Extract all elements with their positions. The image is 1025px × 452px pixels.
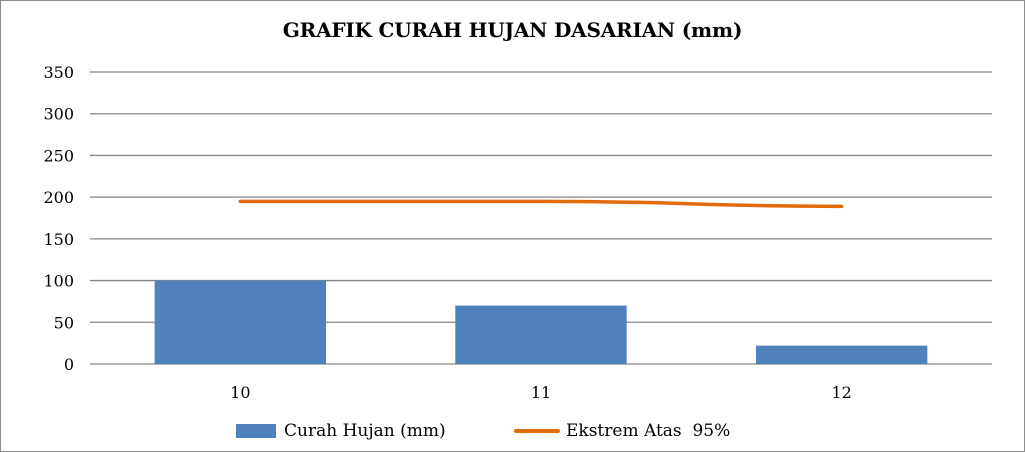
legend-line-swatch [514, 429, 560, 433]
y-tick-label: 150 [43, 230, 74, 249]
x-tick-label: 12 [831, 383, 851, 402]
chart-title: GRAFIK CURAH HUJAN DASARIAN (mm) [282, 18, 743, 42]
y-tick-label: 250 [43, 146, 74, 165]
legend-item-ekstrem-atas: Ekstrem Atas 95% [514, 418, 730, 444]
y-tick-label: 200 [43, 188, 74, 207]
legend: Curah Hujan (mm) Ekstrem Atas 95% [0, 418, 1025, 444]
y-tick-label: 100 [43, 272, 74, 291]
y-tick-label: 300 [43, 105, 74, 124]
legend-label-line: Ekstrem Atas 95% [566, 421, 731, 441]
legend-label-bar: Curah Hujan (mm) [284, 421, 446, 441]
bar [455, 305, 627, 364]
y-tick-label: 50 [54, 313, 74, 332]
x-axis-ticks: 10 11 12 [230, 383, 852, 402]
y-tick-label: 0 [64, 355, 74, 374]
bars [154, 280, 928, 364]
legend-item-curah-hujan: Curah Hujan (mm) [236, 418, 446, 444]
y-axis-ticks: 0 50 100 150 200 250 300 350 [43, 63, 74, 374]
y-tick-label: 350 [43, 63, 74, 82]
x-tick-label: 10 [230, 383, 250, 402]
x-tick-label: 11 [531, 383, 551, 402]
bar [755, 345, 928, 364]
bar [154, 280, 327, 364]
line-ekstrem-atas [238, 199, 844, 209]
legend-bar-swatch [236, 424, 276, 438]
line-series [238, 199, 844, 209]
